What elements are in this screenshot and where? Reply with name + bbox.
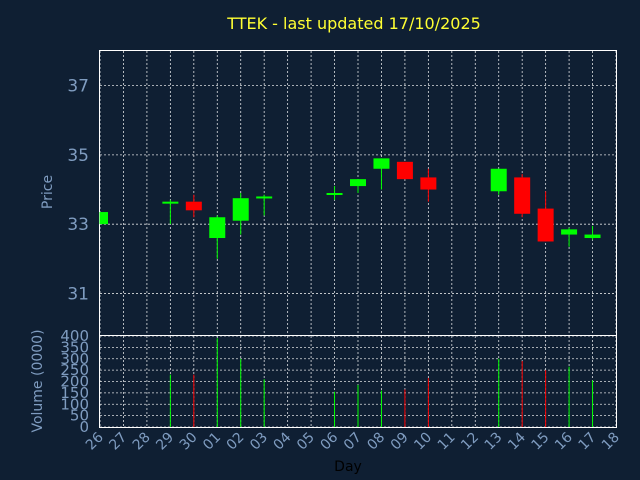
- candle: [514, 173, 531, 218]
- candle: [396, 161, 413, 180]
- candle-body: [420, 177, 437, 190]
- x-tick-label: 29: [153, 430, 177, 454]
- candle-body: [584, 234, 601, 239]
- price-candles: [99, 158, 601, 259]
- candle: [490, 168, 507, 195]
- x-tick-label: 13: [482, 430, 506, 454]
- candle: [209, 215, 226, 259]
- candle: [373, 158, 390, 190]
- candle: [420, 168, 437, 202]
- x-tick-label: 14: [505, 429, 529, 453]
- x-tick-label: 02: [224, 430, 248, 454]
- x-tick-label: 15: [529, 430, 553, 454]
- x-tick-label: 30: [177, 430, 201, 454]
- price-axis-label: Price: [40, 175, 56, 209]
- volume-y-tick: 0: [79, 418, 89, 436]
- candle-body: [350, 179, 366, 187]
- x-tick-label: 16: [552, 429, 576, 453]
- volume-bars: [169, 338, 594, 427]
- volume-panel-frame: [99, 335, 617, 428]
- candle: [537, 191, 554, 242]
- price-y-tick: 35: [67, 146, 89, 166]
- x-tick-label: 09: [388, 430, 412, 454]
- volume-y-tick: 400: [60, 327, 89, 345]
- x-tick-label: 12: [458, 430, 482, 454]
- candle-body: [537, 208, 554, 242]
- candle-body: [373, 158, 390, 169]
- candle: [256, 194, 273, 216]
- x-tick-label: 03: [247, 430, 271, 454]
- volume-y-tick: 100: [60, 395, 89, 413]
- candle-body: [162, 201, 179, 204]
- volume-y-tick: 200: [60, 373, 89, 391]
- price-y-tick: 33: [67, 215, 89, 235]
- x-axis-label: Day: [334, 459, 362, 475]
- volume-axis-label: Volume (0000): [30, 329, 46, 432]
- candle: [584, 225, 601, 240]
- x-tick-label: 07: [341, 430, 365, 454]
- candle: [350, 179, 366, 193]
- x-tick-label: 08: [364, 430, 388, 454]
- x-tick-label: 10: [411, 430, 435, 454]
- candle-body: [209, 217, 226, 239]
- volume-y-tick: 250: [60, 361, 89, 379]
- candle-body: [514, 177, 531, 214]
- volume-y-tick: 50: [70, 407, 89, 425]
- x-tick-label: 06: [317, 429, 341, 453]
- x-tick-label: 17: [575, 430, 599, 454]
- x-tick-label: 27: [106, 430, 130, 454]
- candle: [162, 199, 179, 225]
- volume-y-tick: 150: [60, 384, 89, 402]
- candle: [185, 194, 202, 218]
- x-tick-labels: 26 27 28 29 30 01 02 03 04 05 06 07 08 09 10 11 12 13 14 15…: [83, 429, 623, 453]
- candle: [561, 227, 578, 247]
- x-tick-label: 04: [271, 429, 295, 453]
- price-y-tick: 37: [67, 77, 89, 97]
- x-tick-label: 01: [200, 430, 224, 454]
- candle: [99, 212, 108, 225]
- candle: [326, 186, 343, 200]
- chart-title: TTEK - last updated 17/10/2025: [226, 14, 481, 33]
- volume-y-tick: 350: [60, 338, 89, 356]
- candle-body: [232, 198, 249, 221]
- candle-body: [256, 196, 273, 199]
- candle-body: [561, 229, 578, 235]
- candle-body: [100, 212, 108, 225]
- x-tick-label: 05: [294, 430, 318, 454]
- candle-body: [185, 201, 202, 211]
- candle: [232, 193, 249, 235]
- x-tick-label: 18: [599, 430, 623, 454]
- candle-body: [326, 193, 343, 195]
- x-tick-label: 11: [435, 430, 459, 454]
- price-y-tick: 31: [67, 284, 89, 304]
- x-tick-label: 28: [130, 430, 154, 454]
- price-y-tick-labels: 31 33 35 37: [67, 77, 89, 305]
- candle-body: [396, 161, 413, 180]
- candle-body: [490, 168, 507, 192]
- volume-y-tick: 300: [60, 350, 89, 368]
